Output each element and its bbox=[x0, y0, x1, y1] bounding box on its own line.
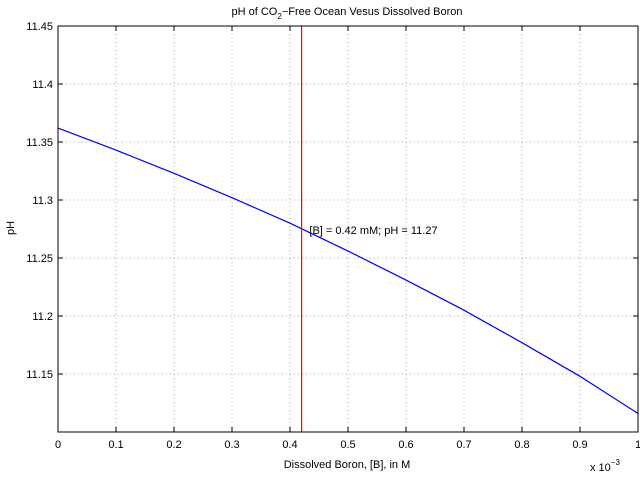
x-tick-label: 1 bbox=[635, 439, 640, 451]
grid-lines bbox=[58, 26, 638, 432]
y-tick-label: 11.15 bbox=[26, 369, 53, 381]
y-axis-ticks bbox=[58, 25, 638, 375]
y-tick-label: 11.45 bbox=[26, 21, 53, 33]
x-axis-multiplier-base: x 10 bbox=[590, 462, 611, 474]
x-axis-multiplier: x 10−3 bbox=[590, 458, 620, 474]
x-axis-label: Dissolved Boron, [B], in M bbox=[284, 459, 411, 471]
x-tick-label: 0 bbox=[55, 439, 61, 451]
x-tick-label: 0.7 bbox=[456, 439, 471, 451]
y-tick-label: 11.35 bbox=[26, 137, 53, 149]
plot-frame bbox=[57, 25, 639, 433]
x-tick-label: 0.5 bbox=[340, 439, 355, 451]
x-tick-label: 0.6 bbox=[398, 439, 413, 451]
y-tick-labels: 11.15 11.2 11.25 11.3 11.35 11.4 11.45 bbox=[26, 21, 53, 381]
chart-title-subscript: 2 bbox=[277, 12, 282, 21]
y-axis-label: pH bbox=[5, 221, 17, 235]
x-tick-label: 0.4 bbox=[282, 439, 297, 451]
chart-title-part-1: pH of CO bbox=[232, 6, 278, 18]
x-axis-multiplier-exponent: −3 bbox=[611, 458, 621, 467]
x-tick-label: 0.9 bbox=[572, 439, 587, 451]
x-tick-label: 0.8 bbox=[514, 439, 529, 451]
x-tick-label: 0.1 bbox=[108, 439, 123, 451]
chart-title-part-2: −Free Ocean Vesus Dissolved Boron bbox=[282, 6, 463, 18]
x-tick-label: 0.2 bbox=[166, 439, 181, 451]
chart-title: pH of CO2−Free Ocean Vesus Dissolved Bor… bbox=[232, 6, 463, 21]
annotation-label: [B] = 0.42 mM; pH = 11.27 bbox=[309, 225, 437, 237]
ph-curve bbox=[57, 127, 639, 414]
x-tick-labels: 0 0.1 0.2 0.3 0.4 0.5 0.6 0.7 0.8 0.9 1 bbox=[55, 439, 640, 451]
x-tick-label: 0.3 bbox=[224, 439, 239, 451]
y-tick-label: 11.3 bbox=[32, 195, 53, 207]
series-layer bbox=[57, 127, 639, 414]
y-tick-label: 11.4 bbox=[32, 79, 53, 91]
plot-area bbox=[58, 26, 638, 432]
y-tick-label: 11.25 bbox=[26, 253, 53, 265]
y-tick-label: 11.2 bbox=[32, 311, 53, 323]
